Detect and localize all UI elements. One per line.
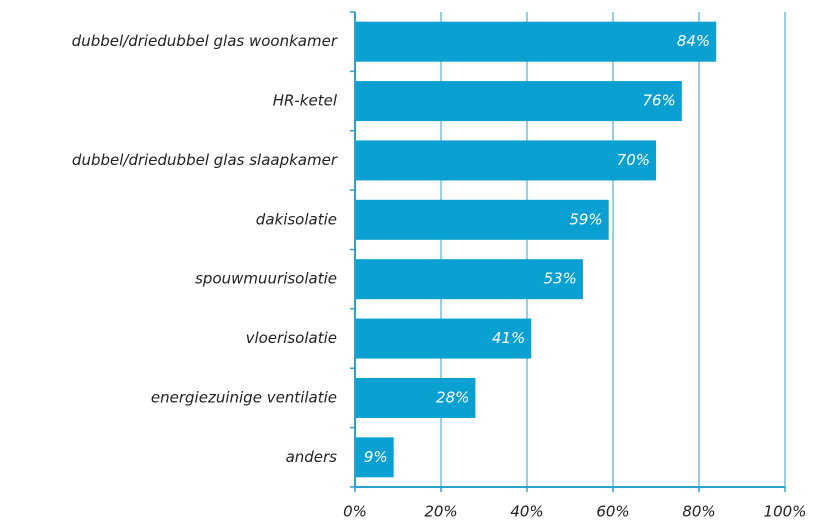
y-tick-label: energiezuinige ventilatie <box>151 388 337 406</box>
bar <box>355 81 682 122</box>
value-label: 53% <box>544 270 577 288</box>
y-tick-label: dakisolatie <box>256 210 337 228</box>
x-tick-label: 60% <box>596 503 629 521</box>
value-label: 76% <box>642 92 675 110</box>
y-tick-label: spouwmuurisolatie <box>195 270 337 288</box>
bar <box>355 21 717 62</box>
x-tick-label: 20% <box>424 503 457 521</box>
bar <box>355 199 609 240</box>
x-tick-label: 0% <box>343 503 367 521</box>
value-label: 41% <box>492 329 525 347</box>
y-tick-label: HR-ketel <box>273 92 338 110</box>
value-label: 28% <box>436 388 469 406</box>
y-tick-label: vloerisolatie <box>246 329 337 347</box>
y-tick-label: dubbel/driedubbel glas woonkamer <box>72 32 338 50</box>
value-label: 59% <box>569 210 602 228</box>
x-tick-label: 100% <box>764 503 807 521</box>
x-tick-label: 40% <box>510 503 543 521</box>
bar <box>355 140 656 181</box>
value-label: 84% <box>677 32 710 50</box>
x-tick-label: 80% <box>682 503 715 521</box>
y-tick-label: dubbel/driedubbel glas slaapkamer <box>72 151 338 169</box>
bar <box>355 318 532 359</box>
bar <box>355 259 583 300</box>
y-tick-label: anders <box>286 448 338 466</box>
value-label: 70% <box>617 151 650 169</box>
bar <box>355 377 476 418</box>
bar <box>355 437 394 478</box>
value-label: 9% <box>364 448 388 466</box>
